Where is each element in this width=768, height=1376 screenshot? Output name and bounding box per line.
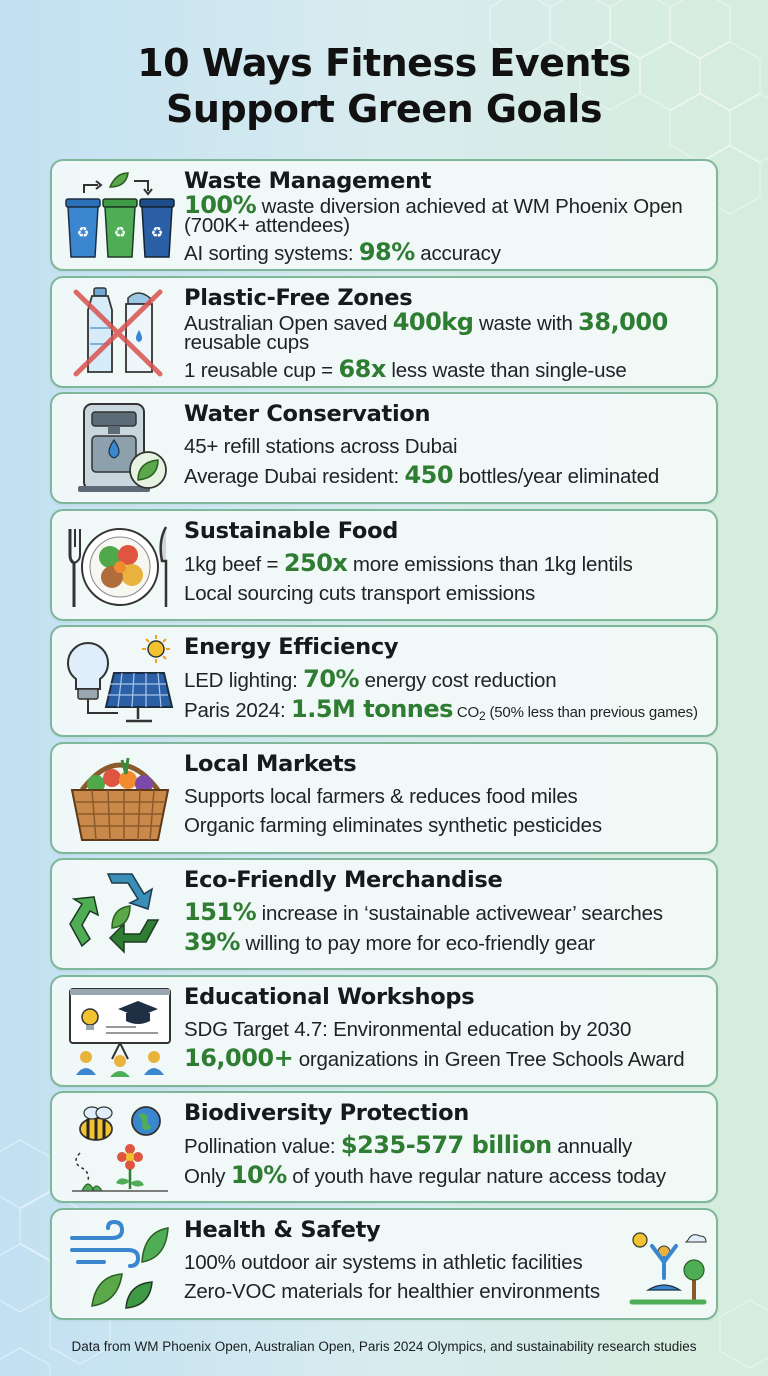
water-refill-station-icon xyxy=(62,400,178,496)
line-text: CO xyxy=(452,704,480,721)
highlight-value: 16,000+ xyxy=(184,1043,294,1072)
highlight-value: $235-577 billion xyxy=(340,1131,552,1159)
highlight-value: 1.5M tonnes xyxy=(291,695,453,723)
highlight-value: 39% xyxy=(184,928,240,956)
source-footnote: Data from WM Phoenix Open, Australian Op… xyxy=(71,1339,697,1354)
highlight-value: 151% xyxy=(184,898,257,926)
card-title: Waste Management xyxy=(184,168,432,194)
stat-line-2: Average Dubai resident: 450 bottles/year… xyxy=(184,461,706,489)
stat-line-1: 100% outdoor air systems in athletic fac… xyxy=(184,1250,583,1274)
line-text: waste with xyxy=(473,311,579,335)
highlight-value: 250x xyxy=(283,548,348,577)
line-text: waste diversion achieved at WM Phoenix O… xyxy=(184,195,683,237)
stat-line-2: Local sourcing cuts transport emissions xyxy=(184,581,536,605)
svg-text:♻: ♻ xyxy=(151,224,164,240)
yoga-outdoor-icon xyxy=(628,1228,708,1312)
highlight-value: 38,000 xyxy=(578,307,668,336)
line-text: Paris 2024: xyxy=(184,699,291,722)
line-text: bottles/year eliminated xyxy=(453,465,660,488)
stat-line-1: 45+ refill stations across Dubai xyxy=(184,435,458,458)
highlight-value: 450 xyxy=(404,461,454,489)
stat-line-2: Only 10% of youth have regular nature ac… xyxy=(184,1161,706,1189)
card-title: Health & Safety xyxy=(184,1216,381,1243)
card-sustainable-food: Sustainable Food 1kg beef = 250x more em… xyxy=(50,508,718,621)
stat-line-1: SDG Target 4.7: Environmental education … xyxy=(184,1017,632,1041)
card-biodiversity-protection: Biodiversity Protection Pollination valu… xyxy=(50,1091,718,1203)
card-title: Biodiversity Protection xyxy=(184,1100,469,1126)
card-water-conservation: Water Conservation 45+ refill stations a… xyxy=(50,392,718,504)
card-title: Sustainable Food xyxy=(184,517,399,544)
svg-text:♻: ♻ xyxy=(77,224,90,240)
highlight-value: 10% xyxy=(230,1161,287,1189)
stat-line-2: 1 reusable cup = 68x less waste than sin… xyxy=(184,354,706,383)
line-text: more emissions than 1kg lentils xyxy=(347,552,633,576)
line-text: Pollination value: xyxy=(184,1135,341,1158)
line-text: Only xyxy=(184,1165,231,1188)
line-text: increase in ‘sustainable activewear’ sea… xyxy=(256,902,663,925)
card-educational-workshops: Educational Workshops SDG Target 4.7: En… xyxy=(50,974,718,1087)
highlight-value: 100% xyxy=(184,191,257,219)
stat-line-2: 39% willing to pay more for eco-friendly… xyxy=(184,928,706,956)
line-text: 1 reusable cup = xyxy=(184,358,339,382)
card-title: Local Markets xyxy=(184,750,357,777)
line-text: AI sorting systems: xyxy=(184,242,359,265)
stat-line-2: 16,000+ organizations in Green Tree Scho… xyxy=(184,1043,706,1072)
stat-line-2: Organic farming eliminates synthetic pes… xyxy=(184,813,602,837)
recycling-bins-icon: ♻ ♻ ♻ xyxy=(62,167,178,263)
card-title: Water Conservation xyxy=(184,401,431,427)
card-title: Plastic-Free Zones xyxy=(184,284,413,311)
vegetable-basket-icon xyxy=(62,750,178,846)
card-health-safety: Health & Safety 100% outdoor air systems… xyxy=(50,1207,718,1320)
line-text: 1kg beef = xyxy=(184,552,284,576)
line-text: organizations in Green Tree Schools Awar… xyxy=(293,1047,685,1071)
card-plastic-free-zones: Plastic-Free Zones Australian Open saved… xyxy=(50,275,718,388)
line-text: Australian Open saved xyxy=(184,311,393,335)
title-line-2: Support Green Goals xyxy=(166,87,602,131)
recycle-arrows-icon xyxy=(62,866,178,962)
led-solar-panel-icon xyxy=(62,633,178,729)
card-title: Educational Workshops xyxy=(184,983,475,1010)
card-eco-friendly-merchandise: Eco-Friendly Merchandise 151% increase i… xyxy=(50,858,718,970)
line-text: of youth have regular nature access toda… xyxy=(286,1165,666,1188)
stat-line-2: Paris 2024: 1.5M tonnes CO2 (50% less th… xyxy=(184,695,706,728)
stat-line-1: 1kg beef = 250x more emissions than 1kg … xyxy=(184,548,706,577)
stat-line-1: Australian Open saved 400kg waste with 3… xyxy=(184,310,706,354)
card-local-markets: Local Markets Supports local farmers & r… xyxy=(50,741,718,854)
wind-leaves-icon xyxy=(62,1216,178,1312)
line-text: willing to pay more for eco-friendly gea… xyxy=(239,932,596,955)
cards-list: ♻ ♻ ♻ Waste Management 100% waste divers… xyxy=(50,159,718,1324)
line-text: Average Dubai resident: xyxy=(184,465,405,488)
subscript-text: 2 xyxy=(479,709,486,723)
no-plastic-bottle-icon xyxy=(62,284,178,380)
bee-flower-globe-icon xyxy=(62,1099,178,1195)
line-text: energy cost reduction xyxy=(359,669,557,692)
stat-line-1: Supports local farmers & reduces food mi… xyxy=(184,784,578,808)
card-energy-efficiency: Energy Efficiency LED lighting: 70% ener… xyxy=(50,625,718,737)
presentation-board-icon xyxy=(62,983,178,1079)
stat-line-1: 100% waste diversion achieved at WM Phoe… xyxy=(184,193,706,237)
stat-line-1: Pollination value: $235-577 billion annu… xyxy=(184,1131,706,1159)
stat-line-1: 151% increase in ‘sustainable activewear… xyxy=(184,898,706,926)
plate-food-icon xyxy=(62,517,178,613)
line-text: reusable cups xyxy=(184,330,310,354)
page-title: 10 Ways Fitness Events Support Green Goa… xyxy=(0,40,768,132)
stat-line-2: Zero-VOC materials for healthier environ… xyxy=(184,1279,600,1303)
line-text: LED lighting: xyxy=(184,669,304,692)
highlight-value: 98% xyxy=(358,238,415,266)
stat-line-1: LED lighting: 70% energy cost reduction xyxy=(184,665,706,693)
line-text: accuracy xyxy=(414,242,501,265)
card-title: Energy Efficiency xyxy=(184,634,399,660)
line-text: less waste than single-use xyxy=(385,358,627,382)
svg-text:♻: ♻ xyxy=(114,224,127,240)
highlight-value: 68x xyxy=(338,354,386,383)
stat-line-2: AI sorting systems: 98% accuracy xyxy=(184,238,706,266)
line-text: annually xyxy=(551,1135,633,1158)
title-line-1: 10 Ways Fitness Events xyxy=(137,41,631,85)
card-waste-management: ♻ ♻ ♻ Waste Management 100% waste divers… xyxy=(50,159,718,271)
card-title: Eco-Friendly Merchandise xyxy=(184,867,503,893)
line-note: (50% less than previous games) xyxy=(485,704,698,721)
highlight-value: 70% xyxy=(303,665,360,693)
highlight-value: 400kg xyxy=(392,307,474,336)
